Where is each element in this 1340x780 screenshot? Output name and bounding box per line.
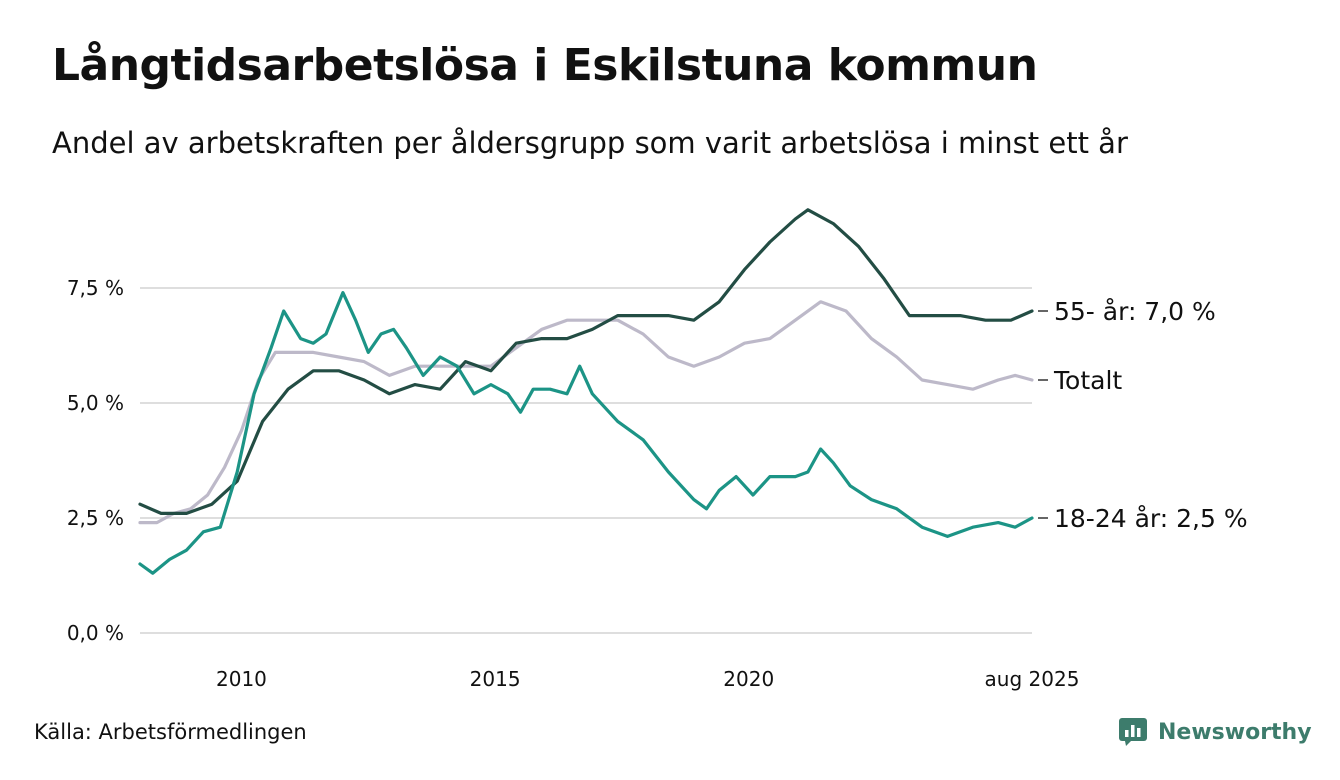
newsworthy-logo-icon xyxy=(1119,718,1147,746)
end-label-18-24-r: 18-24 år: 2,5 % xyxy=(1054,504,1248,533)
chart-subtitle: Andel av arbetskraften per åldersgrupp s… xyxy=(52,126,1128,160)
series-line-totalt xyxy=(138,300,1034,525)
x-tick-label: 2010 xyxy=(216,667,267,691)
series-line-55-r xyxy=(138,208,1034,515)
y-tick-label: 2,5 % xyxy=(67,506,124,530)
chart-title: Långtidsarbetslösa i Eskilstuna kommun xyxy=(52,40,1038,91)
x-tick-label: 2015 xyxy=(470,667,521,691)
source-note: Källa: Arbetsförmedlingen xyxy=(34,720,307,744)
gridlines xyxy=(140,287,1032,634)
end-label-55-r: 55- år: 7,0 % xyxy=(1054,297,1216,326)
y-axis: 0,0 % 2,5 % 5,0 % 7,5 % xyxy=(67,276,124,645)
y-tick-label: 0,0 % xyxy=(67,621,124,645)
x-tick-label: aug 2025 xyxy=(985,667,1080,691)
end-label-totalt: Totalt xyxy=(1053,366,1122,395)
brand-logo: Newsworthy xyxy=(1118,714,1312,750)
line-chart: 0,0 % 2,5 % 5,0 % 7,5 % 2010 2015 2020 aug 202… xyxy=(67,208,1248,691)
x-tick-label: 2020 xyxy=(723,667,774,691)
y-tick-label: 5,0 % xyxy=(67,391,124,415)
x-axis: 2010 2015 2020 aug 2025 xyxy=(216,667,1079,691)
series-end-labels: Totalt 55- år: 7,0 % 18-24 år: 2,5 % xyxy=(1038,297,1248,533)
brand-name: Newsworthy xyxy=(1158,719,1312,745)
series-lines xyxy=(138,208,1034,575)
series-line-18-24-r xyxy=(138,291,1034,575)
y-tick-label: 7,5 % xyxy=(67,276,124,300)
